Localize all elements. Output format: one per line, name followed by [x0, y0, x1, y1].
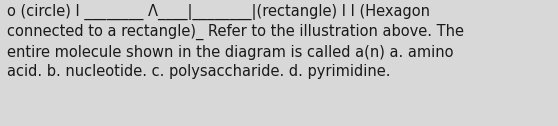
Text: o (circle) I ________ Λ____|________|(rectangle) I I (Hexagon
connected to a rec: o (circle) I ________ Λ____|________|(re…	[7, 4, 464, 79]
